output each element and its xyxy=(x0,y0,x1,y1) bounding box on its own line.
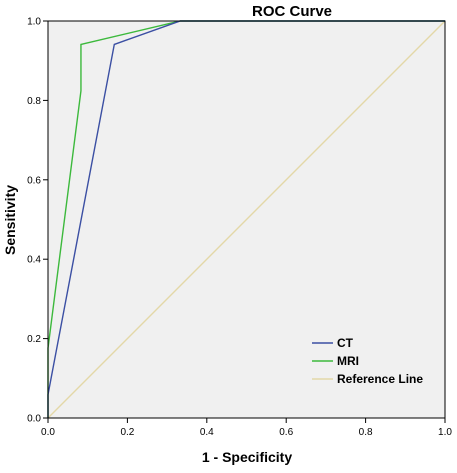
y-tick-label: 0.4 xyxy=(27,255,41,266)
y-tick-label: 0.8 xyxy=(27,96,41,107)
chart-title: ROC Curve xyxy=(252,3,332,20)
y-tick-label: 0.6 xyxy=(27,175,41,186)
y-axis-title: Sensitivity xyxy=(2,185,18,255)
legend-label-ct: CT xyxy=(337,336,354,350)
y-tick-label: 0.2 xyxy=(27,334,41,345)
legend-label-reference-line: Reference Line xyxy=(337,372,423,386)
x-tick-label: 1.0 xyxy=(438,427,452,438)
x-tick-label: 0.6 xyxy=(279,427,293,438)
series-line-reference-line xyxy=(47,20,446,419)
x-tick-label: 0.8 xyxy=(359,427,373,438)
x-axis-title: 1 - Specificity xyxy=(202,449,292,465)
y-tick-label: 0.0 xyxy=(27,414,41,425)
x-tick-label: 0.4 xyxy=(200,427,214,438)
legend-label-mri: MRI xyxy=(337,354,359,368)
x-tick-label: 0.2 xyxy=(120,427,134,438)
x-tick-label: 0.0 xyxy=(41,427,55,438)
plot-frame xyxy=(47,20,446,419)
y-tick-label: 1.0 xyxy=(27,17,41,28)
